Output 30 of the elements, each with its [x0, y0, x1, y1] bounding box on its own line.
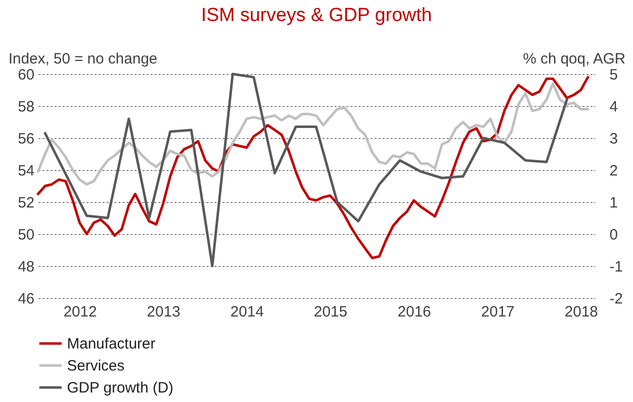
y-axis-title: Index, 50 = no change: [8, 50, 158, 68]
y2-tick-label: 0: [610, 226, 618, 244]
y2-tick-label: 4: [610, 98, 618, 116]
y-tick-label: 56: [18, 130, 34, 148]
y-tick-label: 54: [18, 162, 34, 180]
y-tick-label: 58: [18, 98, 34, 116]
x-tick-label: 2013: [146, 304, 180, 320]
y-tick-label: 60: [18, 66, 34, 84]
x-tick-label: 2016: [398, 304, 432, 320]
x-tick-label: 2015: [314, 304, 348, 320]
y-tick-label: 50: [18, 226, 34, 244]
y-tick-label: 52: [18, 194, 34, 212]
y2-axis-title: % ch qoq, AGR: [522, 50, 626, 68]
legend-label: Manufacturer: [67, 336, 156, 352]
x-tick-label: 2017: [481, 304, 515, 320]
y-tick-label: 46: [18, 290, 34, 308]
y-tick-label: 48: [18, 258, 34, 276]
x-tick-label: 2014: [230, 304, 264, 320]
y2-tick-label: -2: [610, 290, 623, 308]
legend-label: Services: [67, 358, 125, 374]
line-series: [36, 82, 590, 186]
y2-tick-label: 2: [610, 162, 618, 180]
x-tick-label: 2012: [63, 304, 97, 320]
legend-label: GDP growth (D): [67, 380, 174, 396]
y2-tick-label: -1: [610, 258, 623, 276]
chart-title: ISM surveys & GDP growth: [201, 5, 432, 26]
y2-tick-label: 1: [610, 194, 618, 212]
x-tick-label: 2018: [564, 304, 598, 320]
y2-tick-label: 3: [610, 130, 618, 148]
y2-tick-label: 5: [610, 66, 618, 84]
